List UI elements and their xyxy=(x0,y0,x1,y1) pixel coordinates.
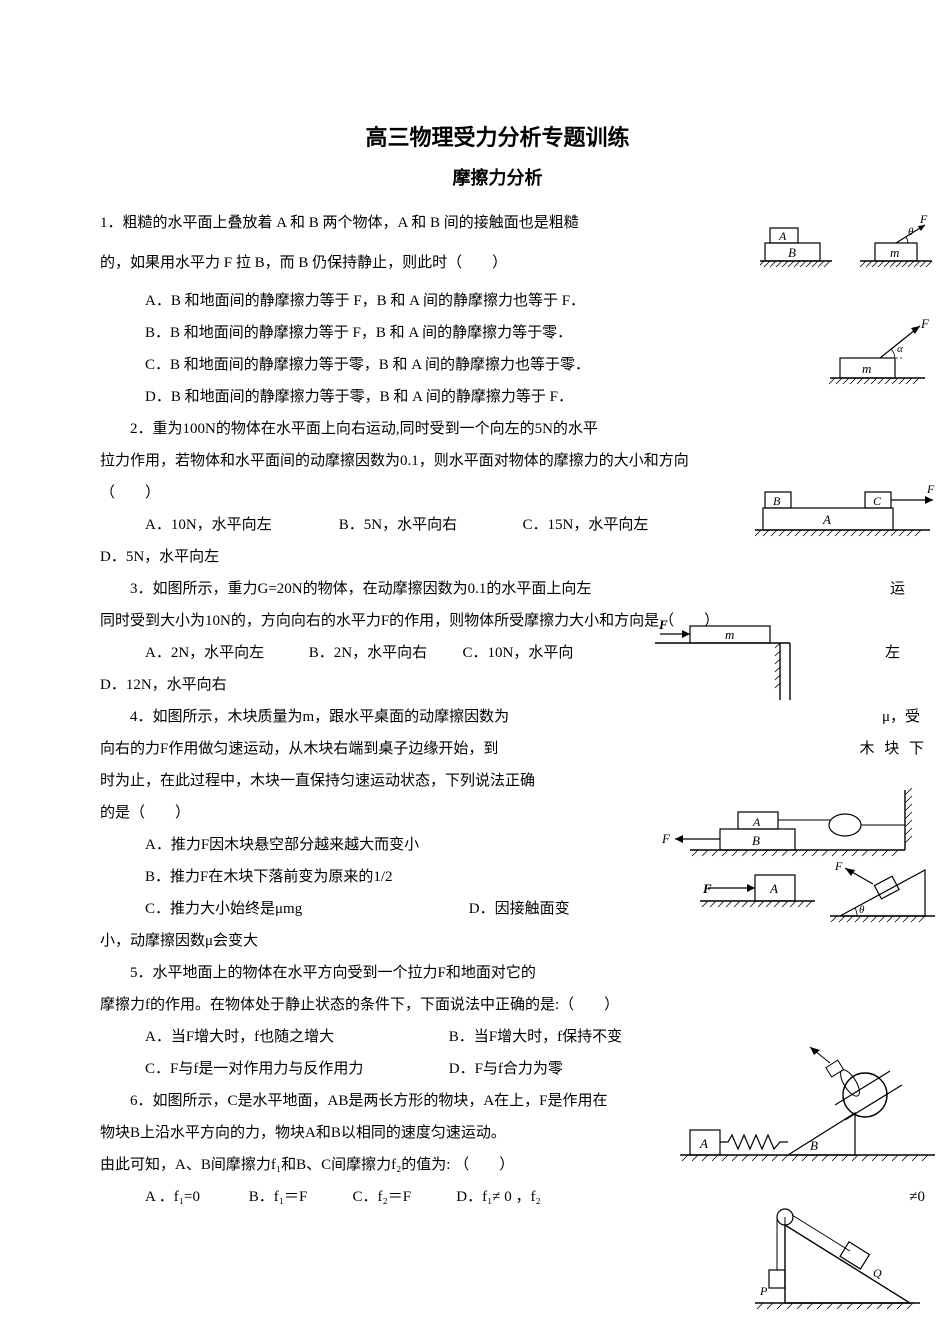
q6-optB: B．f₁＝F xyxy=(249,1182,349,1212)
svg-text:A: A xyxy=(822,512,831,527)
q5-optA: A．当F增大时，f也随之增大 xyxy=(145,1022,445,1052)
q3-stem-line1-wrap: 3．如图所示，重力G=20N的物体，在动摩擦因数为0.1的水平面上向左 运 xyxy=(100,574,895,604)
svg-text:F: F xyxy=(661,831,671,846)
q6-optD: D．f₁≠ 0 ，f₂ xyxy=(456,1182,541,1212)
svg-text:F: F xyxy=(834,859,843,873)
q5-stem-line1: 5．水平地面上的物体在水平方向受到一个拉力F和地面对它的 xyxy=(100,958,895,988)
q2-optA: A．10N，水平向左 xyxy=(145,510,335,540)
svg-text:F: F xyxy=(920,318,930,331)
svg-text:A: A xyxy=(769,881,778,896)
q5-optD: D．F与f合力为零 xyxy=(449,1054,563,1084)
q5-optC: C．F与f是一对作用力与反作用力 xyxy=(145,1054,445,1084)
q2-optC: C．15N，水平向左 xyxy=(523,510,649,540)
q4-optD: D．因接触面变 xyxy=(469,894,570,924)
svg-text:F: F xyxy=(702,881,712,896)
diagram-q1: B A m θ F xyxy=(760,215,935,280)
svg-text:A: A xyxy=(699,1136,708,1151)
q4-optC: C．推力大小始终是μmg xyxy=(145,894,465,924)
q1-options: A．B 和地面间的静摩擦力等于 F，B 和 A 间的静摩擦力也等于 F． B．B… xyxy=(145,286,895,412)
svg-text:A: A xyxy=(752,815,761,829)
svg-text:B: B xyxy=(810,1138,818,1153)
diagram-spring-incline: A B xyxy=(680,1035,940,1175)
q2-stem-line1: 2．重为100N的物体在水平面上向右运动,同时受到一个向左的5N的水平 xyxy=(100,414,895,444)
svg-text:m: m xyxy=(725,627,734,642)
q4-stem-line1-end: μ，受 xyxy=(882,702,920,732)
q6-optC: C．f₂＝F xyxy=(353,1182,453,1212)
svg-text:θ: θ xyxy=(908,226,914,238)
svg-text:θ: θ xyxy=(859,904,865,916)
q4-stem-line5: 小，动摩擦因数μ会变大 xyxy=(100,926,895,956)
svg-text:m: m xyxy=(862,361,871,376)
q3-stem-line1: 3．如图所示，重力G=20N的物体，在动摩擦因数为0.1的水平面上向左 xyxy=(130,581,591,597)
q3-optA: A．2N，水平向左 xyxy=(145,638,305,668)
svg-text:P: P xyxy=(759,1284,768,1298)
svg-text:B: B xyxy=(773,494,781,508)
diagram-q3: A B C F xyxy=(755,478,940,548)
q1-optD: D．B 和地面间的静摩擦力等于零，B 和 A 间的静摩擦力等于 F． xyxy=(145,382,895,412)
q4-stem-line2-end: 木 块 下 xyxy=(859,734,927,764)
diagram-q6-block-a: A F xyxy=(700,863,820,925)
q5-stem-line2: 摩擦力f的作用。在物体处于静止状态的条件下，下面说法中正确的是:（ ） xyxy=(100,990,895,1020)
q4-stem-line1: 4．如图所示，木块质量为m，跟水平桌面的动摩擦因数为 xyxy=(130,709,509,725)
svg-text:F: F xyxy=(926,482,935,496)
q3-optB: B．2N，水平向右 xyxy=(309,638,459,668)
svg-text:B: B xyxy=(752,833,760,848)
svg-text:F: F xyxy=(919,215,928,226)
diagram-q2-block: m α F xyxy=(825,318,935,393)
q4-stem-line2: 向右的力F作用做匀速运动，从木块右端到桌子边缘开始，到 xyxy=(100,741,498,757)
q2-stem-line2: 拉力作用，若物体和水平面间的动摩擦因数为0.1，则水平面对物体的摩擦力的大小和方… xyxy=(100,446,895,476)
svg-text:F: F xyxy=(658,617,668,632)
q3-optC: C．10N，水平向 xyxy=(463,638,574,668)
q3-optC-end: 左 xyxy=(885,638,900,668)
svg-text:C: C xyxy=(873,494,882,508)
q4-stem-line2-wrap: 向右的力F作用做匀速运动，从木块右端到桌子边缘开始，到 木 块 下 xyxy=(100,734,895,764)
svg-text:B: B xyxy=(788,245,796,260)
diagram-incline: F θ xyxy=(825,858,943,933)
svg-text:α: α xyxy=(897,343,903,355)
q1-optC: C．B 和地面间的静摩擦力等于零，B 和 A 间的静摩擦力也等于零． xyxy=(145,350,895,380)
q1-optB: B．B 和地面间的静摩擦力等于 F，B 和 A 间的静摩擦力等于零． xyxy=(145,318,895,348)
diagram-pulley-incline: P Q xyxy=(755,1195,925,1315)
q3-stem-line1-end: 运 xyxy=(890,574,905,604)
svg-text:Q: Q xyxy=(873,1266,882,1280)
page-subtitle: 摩擦力分析 xyxy=(100,164,895,190)
q2-optB: B．5N，水平向右 xyxy=(339,510,519,540)
diagram-q4: m F xyxy=(655,615,845,710)
page-title: 高三物理受力分析专题训练 xyxy=(100,120,895,152)
svg-text:A: A xyxy=(778,229,787,243)
svg-text:m: m xyxy=(890,245,899,260)
q5-optB: B．当F增大时，f保持不变 xyxy=(449,1022,622,1052)
q6-optA: A ．f₁=0 xyxy=(145,1182,245,1212)
q1-optA: A．B 和地面间的静摩擦力等于 F，B 和 A 间的静摩擦力也等于 F． xyxy=(145,286,895,316)
